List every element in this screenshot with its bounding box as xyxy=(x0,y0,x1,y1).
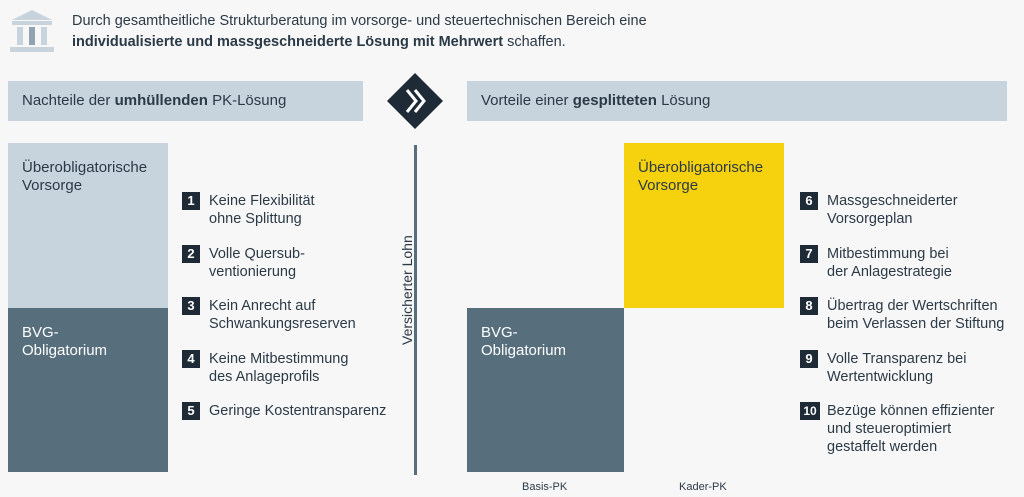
list-item: 7 Mitbestimmung bei der Anlagestrategie xyxy=(800,245,952,281)
list-item: 6 Massgeschneiderter Vorsorgeplan xyxy=(800,192,958,228)
intro-line-2-bold: individualisierte und massgeschneiderte … xyxy=(72,34,504,50)
item-number: 2 xyxy=(182,245,200,263)
item-number: 7 xyxy=(800,245,818,263)
basis-pk-label: Basis-PK xyxy=(522,481,568,493)
axis-label: Versicherter Lohn xyxy=(399,235,415,345)
right-ueberobligatorisch-block: Überobligatorische Vorsorge xyxy=(624,143,784,308)
list-item: 2 Volle Quersub- ventionierung xyxy=(182,245,305,281)
item-text: Volle Quersub- ventionierung xyxy=(209,246,305,280)
chevron-right-icon xyxy=(385,71,445,131)
intro-text: Durch gesamtheitliche Strukturberatung i… xyxy=(72,11,832,53)
right-header-prefix: Vorteile einer xyxy=(481,92,573,109)
item-number: 8 xyxy=(800,297,818,315)
left-header-suffix: PK-Lösung xyxy=(207,92,287,109)
list-item: 4 Keine Mitbestimmung des Anlageprofils xyxy=(182,350,348,386)
item-text: Mitbestimmung bei der Anlagestrategie xyxy=(827,246,952,280)
axis-divider-line xyxy=(414,145,417,475)
item-number: 4 xyxy=(182,350,200,368)
left-ueberobligatorisch-block: Überobligatorische Vorsorge xyxy=(8,143,168,308)
item-text: Keine Mitbestimmung des Anlageprofils xyxy=(209,351,349,385)
left-header-bold: umhüllenden xyxy=(114,92,208,109)
right-header-suffix: Lösung xyxy=(656,92,711,109)
list-item: 10 Bezüge können effizienter und steuero… xyxy=(800,402,994,456)
list-item: 1 Keine Flexibilität ohne Splittung xyxy=(182,192,315,228)
bank-building-icon xyxy=(8,8,56,54)
item-text: Kein Anrecht auf Schwankungsreserven xyxy=(209,298,356,332)
item-text: Keine Flexibilität ohne Splittung xyxy=(209,193,315,227)
list-item: 9 Volle Transparenz bei Wertentwicklung xyxy=(800,350,966,386)
item-number: 5 xyxy=(182,402,200,420)
item-number: 1 xyxy=(182,192,200,210)
left-header-prefix: Nachteile der xyxy=(22,92,115,109)
item-number: 3 xyxy=(182,297,200,315)
right-header-bold: gesplitteten xyxy=(572,92,657,109)
intro-line-2: individualisierte und massgeschneiderte … xyxy=(72,32,832,53)
item-text: Massgeschneiderter Vorsorgeplan xyxy=(827,193,958,227)
item-number: 9 xyxy=(800,350,818,368)
intro-line-2-rest: schaffen. xyxy=(503,34,566,50)
intro-line-1: Durch gesamtheitliche Strukturberatung i… xyxy=(72,13,647,29)
kader-pk-label: Kader-PK xyxy=(679,481,727,493)
list-item: 3 Kein Anrecht auf Schwankungsreserven xyxy=(182,297,356,333)
right-bvg-obligatorium-block: BVG- Obligatorium xyxy=(467,308,624,472)
item-text: Bezüge können effizienter und steueropti… xyxy=(827,403,995,455)
item-text: Geringe Kostentransparenz xyxy=(209,403,387,419)
right-section-header: Vorteile einer gesplitteten Lösung xyxy=(467,81,1007,121)
item-number: 10 xyxy=(800,402,820,420)
list-item: 8 Übertrag der Wertschriften beim Verlas… xyxy=(800,297,1004,333)
item-text: Volle Transparenz bei Wertentwicklung xyxy=(827,351,967,385)
left-bvg-obligatorium-block: BVG- Obligatorium xyxy=(8,308,168,472)
item-text: Übertrag der Wertschriften beim Verlasse… xyxy=(827,298,1005,332)
list-item: 5 Geringe Kostentransparenz xyxy=(182,402,386,420)
left-section-header: Nachteile der umhüllenden PK-Lösung xyxy=(8,81,363,121)
item-number: 6 xyxy=(800,192,818,210)
